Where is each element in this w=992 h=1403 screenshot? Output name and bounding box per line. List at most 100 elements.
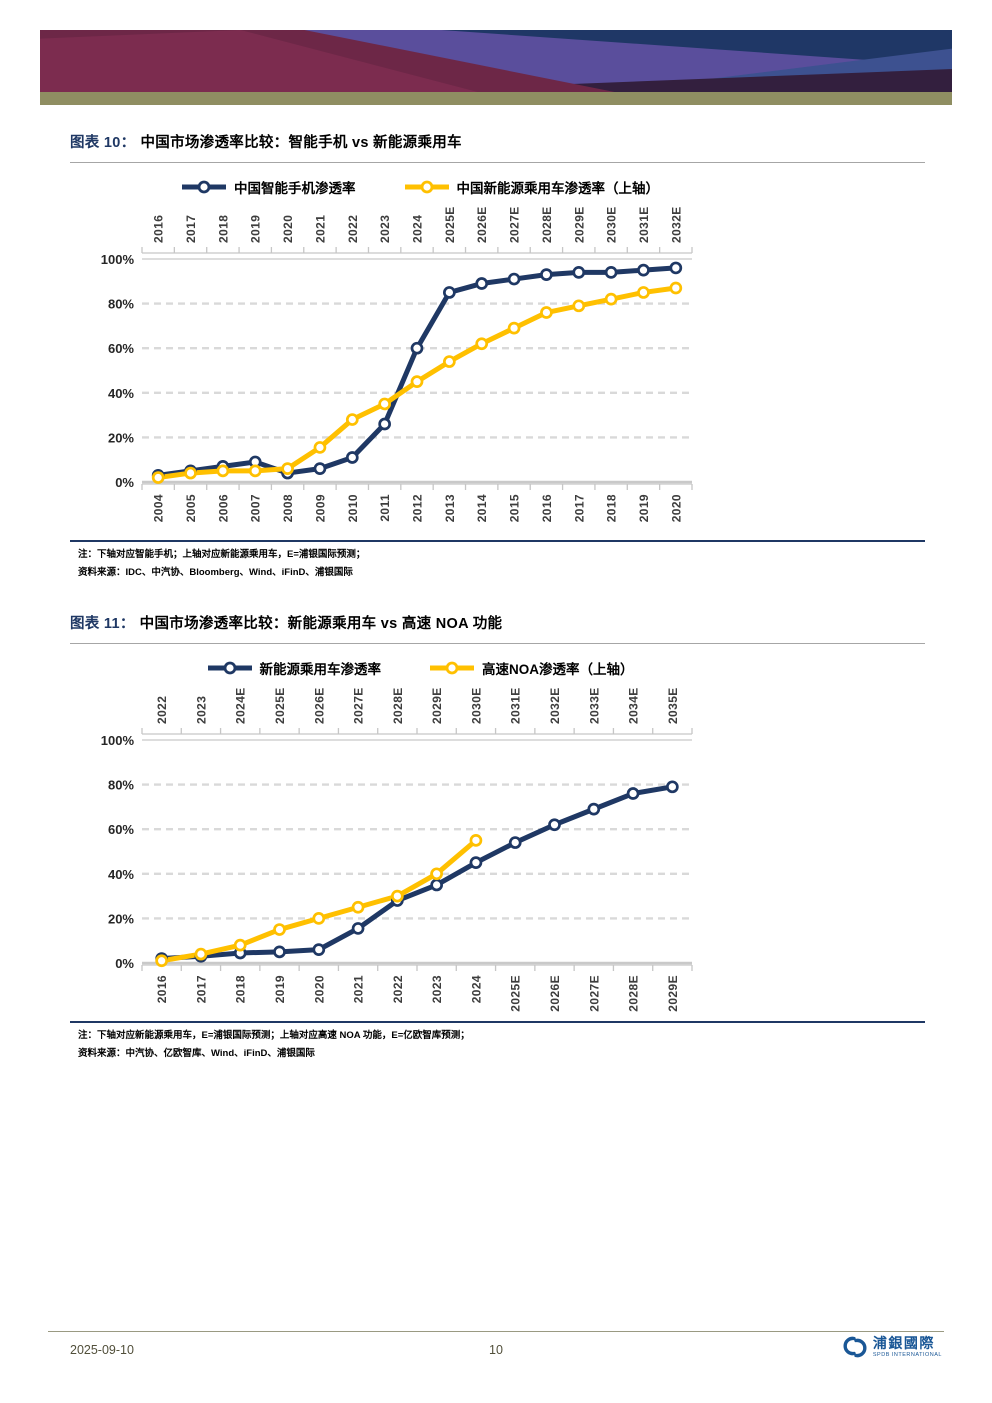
- svg-text:2025E: 2025E: [273, 687, 287, 724]
- svg-text:2016: 2016: [155, 975, 169, 1003]
- svg-text:100%: 100%: [101, 252, 135, 267]
- footer-divider: [48, 1331, 944, 1332]
- svg-text:2022: 2022: [346, 215, 360, 243]
- svg-text:2031E: 2031E: [509, 687, 523, 724]
- svg-text:2020: 2020: [312, 975, 326, 1003]
- svg-text:100%: 100%: [101, 733, 135, 748]
- svg-text:2019: 2019: [249, 215, 263, 243]
- svg-text:2009: 2009: [313, 494, 327, 522]
- svg-text:2029E: 2029E: [572, 206, 586, 243]
- legend-marker-icon: [430, 661, 474, 675]
- legend-item-noa: 高速NOA渗透率（上轴）: [429, 658, 634, 678]
- footer-logo: 浦銀國際 SPDB INTERNATIONAL: [842, 1334, 942, 1360]
- figure-11-title: 图表 11： 中国市场渗透率比较：新能源乘用车 vs 高速 NOA 功能: [70, 612, 925, 633]
- figure-10: 图表 10： 中国市场渗透率比较：智能手机 vs 新能源乘用车 中国智能手机渗透率…: [70, 131, 925, 584]
- svg-text:2035E: 2035E: [666, 687, 680, 724]
- header-banner: [40, 30, 952, 105]
- svg-text:80%: 80%: [108, 778, 134, 793]
- svg-text:2027E: 2027E: [587, 975, 601, 1012]
- svg-text:2020: 2020: [669, 494, 683, 522]
- svg-text:2027E: 2027E: [352, 687, 366, 724]
- svg-text:2022: 2022: [391, 975, 405, 1003]
- svg-text:2028E: 2028E: [540, 206, 554, 243]
- legend-item-nev: 中国新能源乘用车渗透率（上轴）: [404, 177, 660, 197]
- svg-text:2020: 2020: [281, 215, 295, 243]
- figure-10-note: 注：下轴对应智能手机；上轴对应新能源乘用车，E=浦银国际预测；: [78, 549, 366, 560]
- svg-text:2017: 2017: [184, 215, 198, 243]
- svg-text:2007: 2007: [249, 494, 263, 522]
- svg-text:2028E: 2028E: [627, 975, 641, 1012]
- svg-text:2018: 2018: [216, 215, 230, 243]
- svg-text:2027E: 2027E: [508, 206, 522, 243]
- svg-text:2004: 2004: [152, 494, 166, 522]
- svg-text:2024: 2024: [469, 975, 483, 1003]
- svg-text:2021: 2021: [313, 215, 327, 243]
- logo-name-en: SPDB INTERNATIONAL: [872, 1352, 942, 1359]
- svg-text:2006: 2006: [216, 494, 230, 522]
- svg-text:2023: 2023: [430, 975, 444, 1003]
- svg-text:2030E: 2030E: [469, 687, 483, 724]
- svg-text:40%: 40%: [108, 386, 134, 401]
- svg-text:2032E: 2032E: [669, 206, 683, 243]
- svg-text:2026E: 2026E: [312, 687, 326, 724]
- svg-text:2025E: 2025E: [509, 975, 523, 1012]
- svg-text:2016: 2016: [152, 215, 166, 243]
- svg-text:2016: 2016: [540, 494, 554, 522]
- figure-10-source: 资料来源：IDC、中汽协、Bloomberg、Wind、iFinD、浦银国际: [78, 567, 353, 579]
- svg-text:2018: 2018: [605, 494, 619, 522]
- svg-text:2034E: 2034E: [627, 687, 641, 724]
- figure-11-chart: 100% 80% 60% 40% 20% 0% 2022 2023 2024E 2025E 2026…: [101, 687, 693, 1012]
- svg-text:2019: 2019: [273, 975, 287, 1003]
- logo-name-zh: 浦銀國際: [872, 1334, 935, 1351]
- svg-text:2017: 2017: [572, 494, 586, 522]
- svg-text:2026E: 2026E: [548, 975, 562, 1012]
- svg-text:2032E: 2032E: [548, 687, 562, 724]
- svg-text:2023: 2023: [378, 215, 392, 243]
- legend-item-smartphone: 中国智能手机渗透率: [181, 177, 356, 197]
- figure-10-label: 图表 10：: [70, 135, 136, 151]
- logo-text: 浦銀國際 SPDB INTERNATIONAL: [872, 1334, 942, 1359]
- legend-marker-icon: [207, 661, 252, 675]
- figure-11-source: 资料来源：中汽协、亿欧智库、Wind、iFinD、浦银国际: [78, 1048, 315, 1060]
- legend-label: 中国智能手机渗透率: [234, 181, 356, 196]
- svg-text:2028E: 2028E: [391, 687, 405, 724]
- svg-text:2029E: 2029E: [430, 687, 444, 724]
- spdb-logo-icon: [843, 1336, 867, 1358]
- svg-text:60%: 60%: [108, 341, 134, 356]
- legend-label: 新能源乘用车渗透率: [259, 662, 382, 677]
- figure-11-note: 注：下轴对应新能源乘用车，E=浦银国际预测；上轴对应高速 NOA 功能，E=亿欧…: [78, 1030, 470, 1041]
- svg-text:2019: 2019: [637, 494, 651, 522]
- figure-10-divider: [70, 162, 925, 163]
- legend-label: 中国新能源乘用车渗透率（上轴）: [456, 181, 660, 196]
- svg-text:2031E: 2031E: [637, 206, 651, 243]
- svg-text:2013: 2013: [443, 494, 457, 522]
- figure-10-chart: 100% 80% 60% 40% 20% 0% 2016 2017 2018 2019 2020 20…: [101, 206, 693, 522]
- svg-text:20%: 20%: [108, 911, 134, 926]
- figure-11-divider: [70, 643, 925, 644]
- figure-11-legend: 新能源乘用车渗透率 高速NOA渗透率（上轴）: [70, 657, 770, 679]
- svg-text:2030E: 2030E: [605, 206, 619, 243]
- svg-text:40%: 40%: [108, 867, 134, 882]
- footer-date: 2025-09-10: [70, 1343, 134, 1357]
- figure-10-title: 图表 10： 中国市场渗透率比较：智能手机 vs 新能源乘用车: [70, 131, 925, 152]
- svg-text:2017: 2017: [194, 975, 208, 1003]
- svg-text:2033E: 2033E: [587, 687, 601, 724]
- svg-text:2021: 2021: [352, 975, 366, 1003]
- legend-item-nev: 新能源乘用车渗透率: [207, 658, 382, 678]
- svg-text:2011: 2011: [378, 494, 392, 522]
- figure-11-title-text: 中国市场渗透率比较：新能源乘用车 vs 高速 NOA 功能: [139, 616, 503, 632]
- svg-text:2015: 2015: [508, 494, 522, 522]
- svg-text:2005: 2005: [184, 494, 198, 522]
- svg-text:2024: 2024: [411, 215, 425, 243]
- figure-10-title-text: 中国市场渗透率比较：智能手机 vs 新能源乘用车: [140, 135, 462, 151]
- svg-text:2022: 2022: [155, 696, 169, 724]
- banner-olive-bar: [40, 92, 952, 105]
- svg-text:2008: 2008: [281, 494, 295, 522]
- svg-text:20%: 20%: [108, 430, 134, 445]
- svg-text:2025E: 2025E: [443, 206, 457, 243]
- svg-text:2014: 2014: [475, 494, 489, 522]
- legend-marker-icon: [404, 180, 449, 194]
- svg-text:2024E: 2024E: [234, 687, 248, 724]
- figure-11: 图表 11： 中国市场渗透率比较：新能源乘用车 vs 高速 NOA 功能 新能源乘…: [70, 612, 925, 1065]
